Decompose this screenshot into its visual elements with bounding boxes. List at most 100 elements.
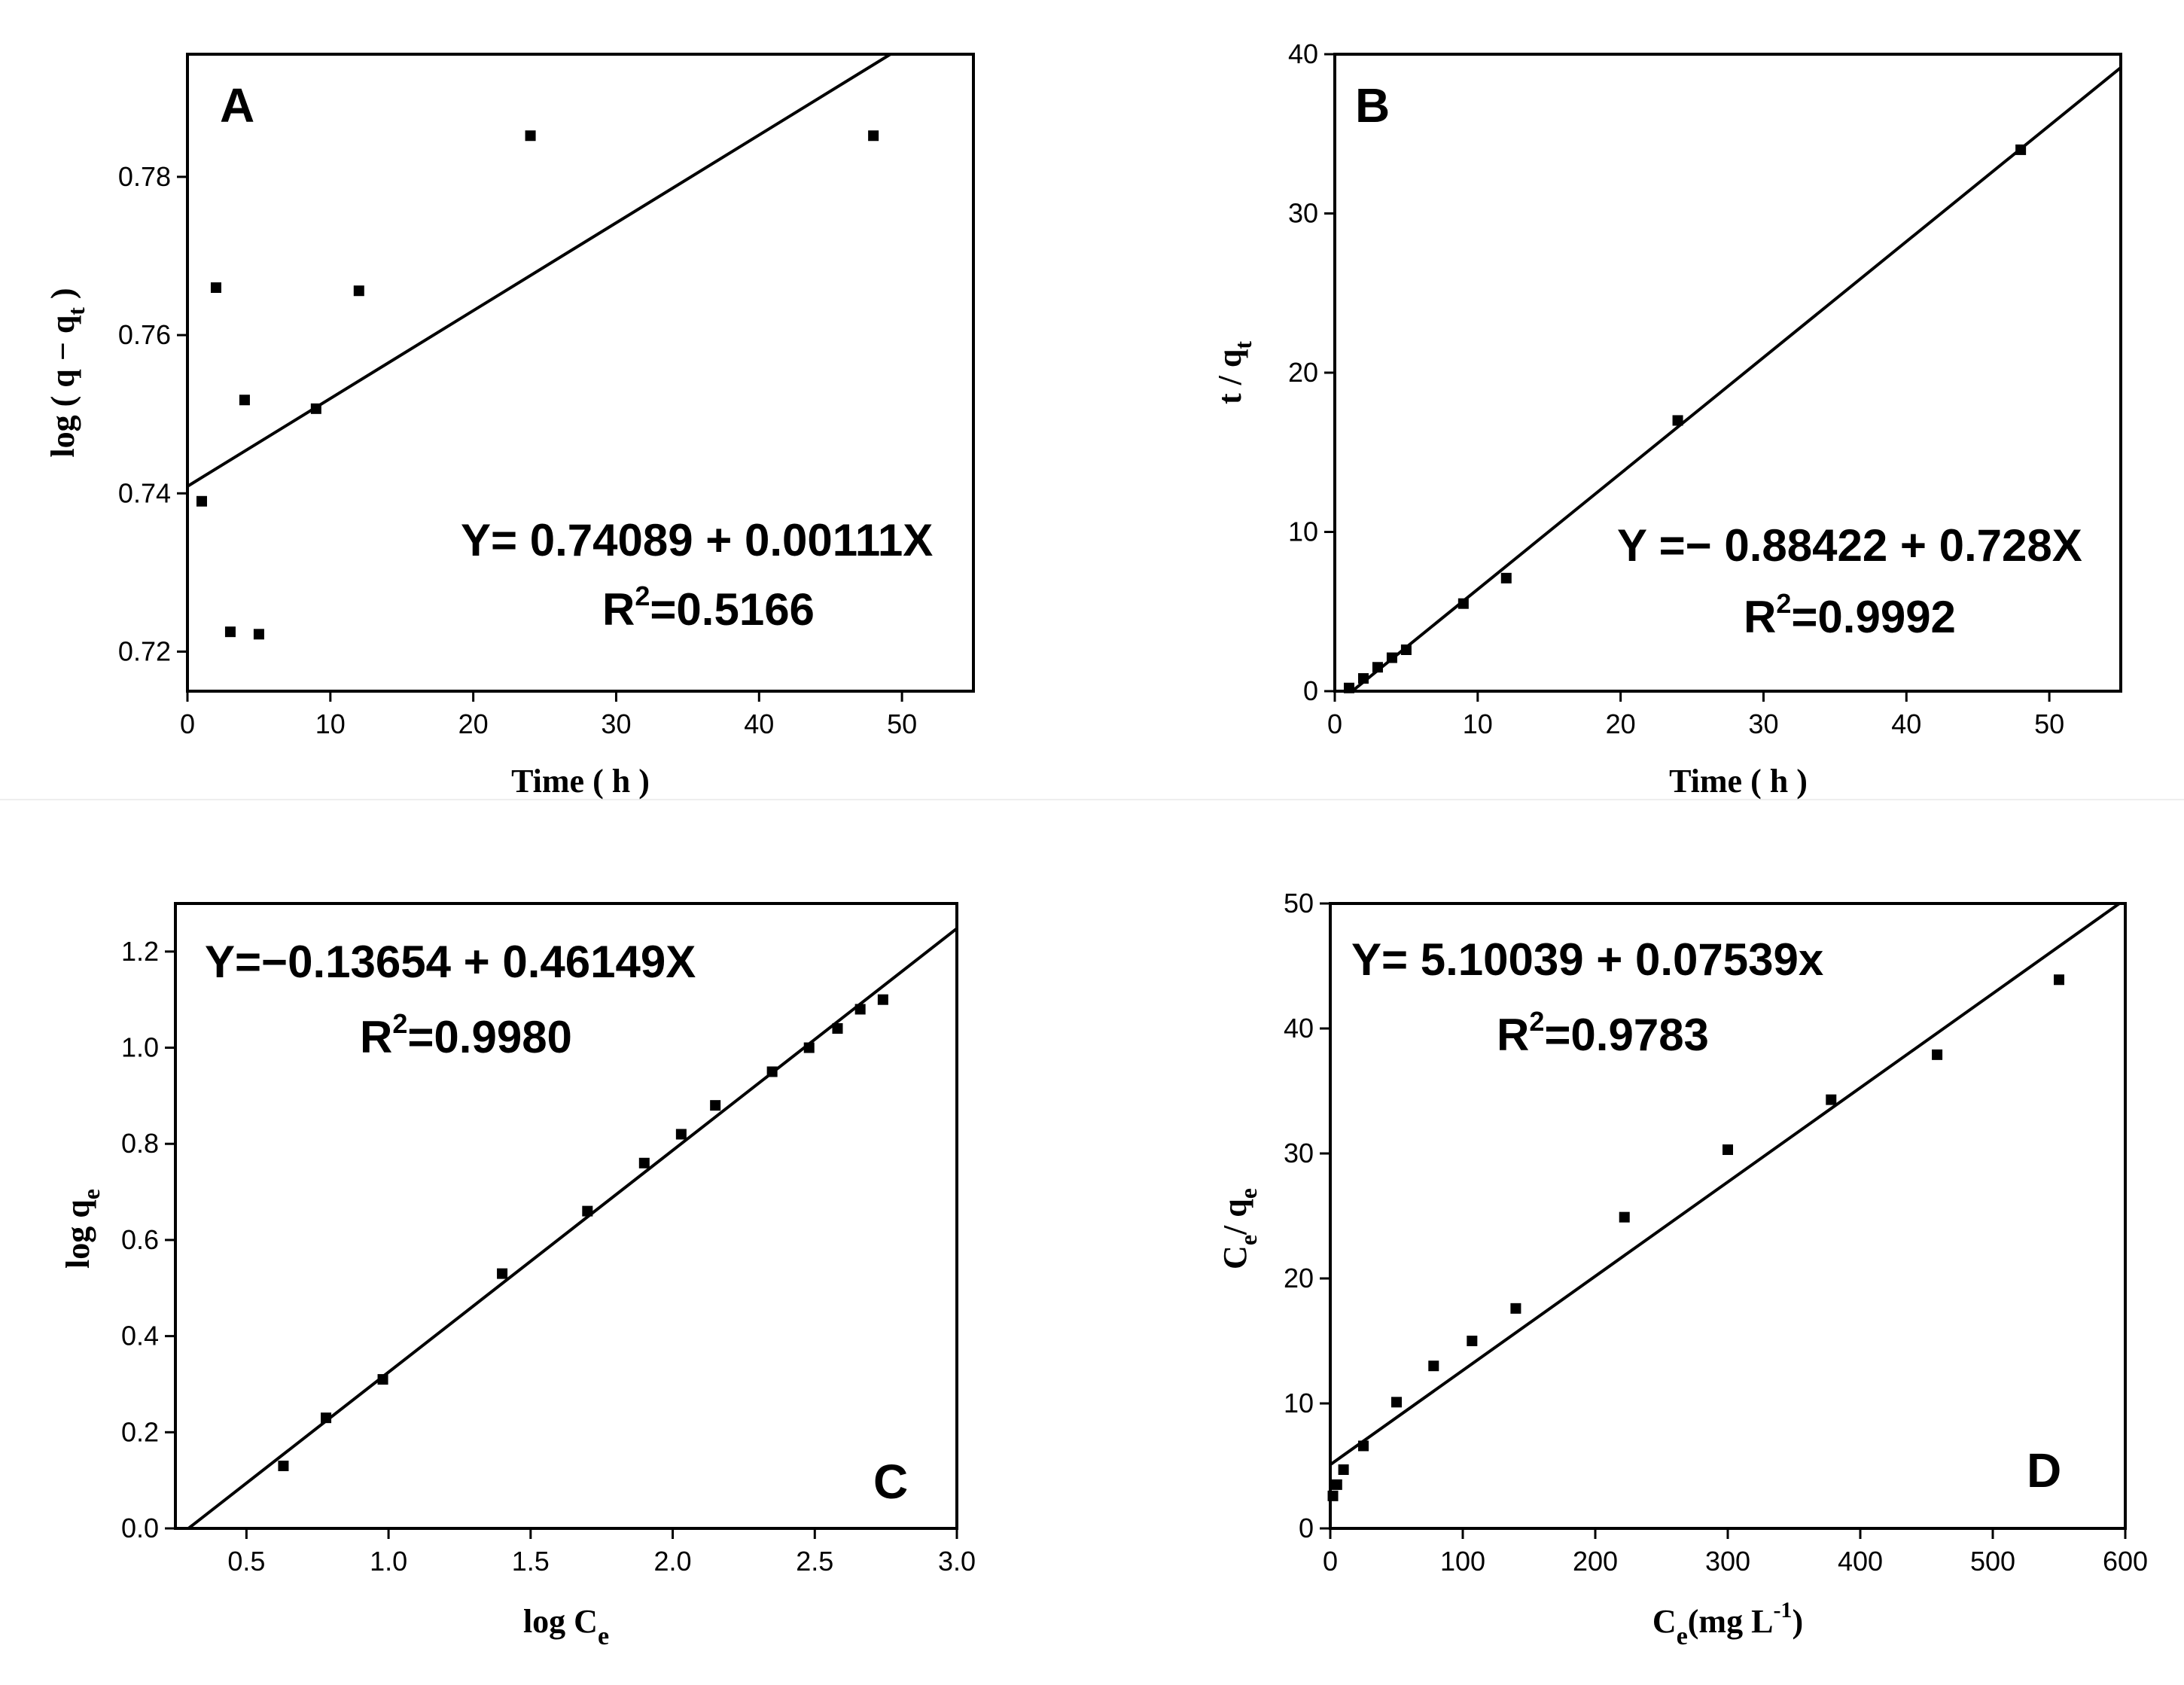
panel-b-y-ticks: 0 10 20 30 40 [1288,38,1335,706]
panel-c-data-point [497,1268,508,1279]
panel-a-y-tick-label-0: 0.72 [118,635,171,666]
panel-b-x-tick-label-4: 40 [1891,708,1921,739]
panel-c-x-tick-label-0: 0.5 [227,1546,265,1577]
panel-d-data-point [1331,1479,1342,1490]
panel-d-equation: Y= 5.10039 + 0.07539x [1351,934,1823,985]
panel-c-fit-line [186,927,957,1528]
panel-d-x-tick-label-3: 300 [1705,1546,1750,1577]
panel-b-x-tick-label-5: 50 [2034,708,2064,739]
panel-c-data-point [854,1004,866,1015]
panel-a-data-point [224,626,236,638]
panel-c-r2-value: =0.9980 [407,1012,572,1062]
panel-c-y-tick-label-1: 0.2 [121,1416,159,1447]
panel-d-r2-prefix: R [1497,1010,1529,1060]
panel-a-r2-prefix: R [602,584,635,635]
panel-a-x-title: Time ( h ) [511,763,650,800]
panel-c-points [278,994,888,1471]
panel-d-y-tick-label-2: 20 [1284,1263,1314,1293]
panel-c-equation: Y=−0.13654 + 0.46149X [205,937,696,987]
panel-d-data-point [1358,1440,1369,1452]
panel-c-y-tick-label-0: 0.0 [121,1513,159,1543]
panel-b-data-point [1500,572,1512,584]
panel-a: 0 10 20 30 40 50 0.72 0.74 0.76 0.78 A Y= 0.7408… [44,53,975,800]
panel-c-x-ticks: 0.5 1.0 1.5 2.0 2.5 3.0 [227,1528,976,1577]
panel-d-data-point [1826,1094,1837,1105]
panel-b-data-point [1372,662,1383,673]
panel-a-y-ticks: 0.72 0.74 0.76 0.78 [118,161,187,666]
panel-b-x-title: Time ( h ) [1669,763,1808,800]
panel-b-x-ticks: 0 10 20 30 40 50 [1327,691,2064,739]
panel-d-data-point [1391,1397,1402,1408]
panel-d-r2: R2=0.9783 [1497,1006,1709,1060]
panel-b-r2-prefix: R [1744,592,1776,642]
panel-c-r2-prefix: R [360,1012,392,1062]
panel-a-data-point [353,285,364,297]
panel-d-data-point [1932,1049,1943,1060]
panel-a-data-point [239,395,250,406]
panel-a-x-tick-label-4: 40 [744,708,774,739]
panel-b-r2-value: =0.9992 [1791,592,1956,642]
panel-a-frame [186,53,975,693]
panel-a-r2: R2=0.5166 [602,580,815,635]
panel-d-y-tick-label-1: 10 [1284,1388,1314,1418]
panel-d-fit [1330,903,2122,1466]
panel-c-y-tick-label-6: 1.2 [121,936,159,967]
panel-c-y-ticks: 0.0 0.2 0.4 0.6 0.8 1.0 1.2 [121,936,175,1543]
panel-b-r2-sup: 2 [1776,588,1791,619]
panel-c-y-tick-label-4: 0.8 [121,1128,159,1159]
panel-a-y-tick-label-1: 0.74 [118,477,171,508]
panel-d-y-tick-label-5: 50 [1284,888,1314,919]
panel-c-r2: R2=0.9980 [360,1008,572,1062]
panel-d-r2-sup: 2 [1529,1006,1544,1037]
panel-a-label: A [220,78,254,133]
panel-b-data-point [1458,598,1469,609]
panel-b-y-tick-label-2: 20 [1288,357,1318,388]
panel-c-data-point [675,1129,687,1140]
panel-d-points [1327,974,2064,1501]
panel-a-r2-sup: 2 [635,580,650,611]
panel-b-data-point [1672,415,1683,426]
panel-b-y-tick-label-4: 40 [1288,38,1318,69]
panel-a-y-tick-label-2: 0.76 [118,319,171,350]
panel-b-data-point [1400,644,1412,656]
panel-c-y-tick-label-2: 0.4 [121,1321,159,1351]
panel-d-data-point [1467,1336,1478,1346]
panel-b-data-point [1357,673,1369,684]
panel-c-data-point [638,1157,650,1169]
panel-c-data-point [582,1205,593,1217]
panel-c-y-tick-label-5: 1.0 [121,1032,159,1063]
panel-c-x-tick-label-1: 1.0 [370,1546,407,1577]
panel-a-data-point [525,130,536,142]
panel-a-data-point [196,495,207,507]
panel-c-data-point [832,1023,843,1034]
panel-d-r2-value: =0.9783 [1544,1010,1709,1060]
panel-a-y-tick-label-3: 0.78 [118,161,171,192]
panel-c-x-tick-label-5: 3.0 [938,1546,976,1577]
panel-c-label: C [873,1455,908,1509]
panel-a-data-point [210,282,221,294]
panel-c-data-point [278,1461,289,1471]
panel-b-x-tick-label-2: 20 [1606,708,1636,739]
panel-c-x-tick-label-4: 2.5 [796,1546,833,1577]
panel-c-y-tick-label-3: 0.6 [121,1224,159,1255]
panel-b-equation: Y =− 0.88422 + 0.728X [1617,520,2082,571]
panel-d-data-point [1723,1144,1733,1156]
panel-a-data-point [868,130,879,142]
panel-d-data-point [1510,1303,1521,1314]
panel-a-r2-value: =0.5166 [650,584,815,635]
panel-b-x-tick-label-0: 0 [1327,708,1342,739]
panel-a-equation: Y= 0.74089 + 0.00111X [461,515,933,565]
panel-b-label: B [1355,78,1390,133]
panel-a-data-point [310,403,321,414]
panel-d-data-point [1619,1211,1630,1223]
panel-c-data-point [803,1042,815,1053]
panel-d-data-point [1428,1360,1439,1372]
panel-c-r2-sup: 2 [392,1008,407,1039]
panel-b-data-point [2015,144,2027,155]
panel-a-x-tick-label-1: 10 [315,708,346,739]
panel-c-data-point [710,1100,721,1111]
panel-d-data-point [1338,1464,1349,1475]
panel-c-x-tick-label-3: 2.0 [654,1546,692,1577]
panel-c-data-point [766,1066,778,1077]
